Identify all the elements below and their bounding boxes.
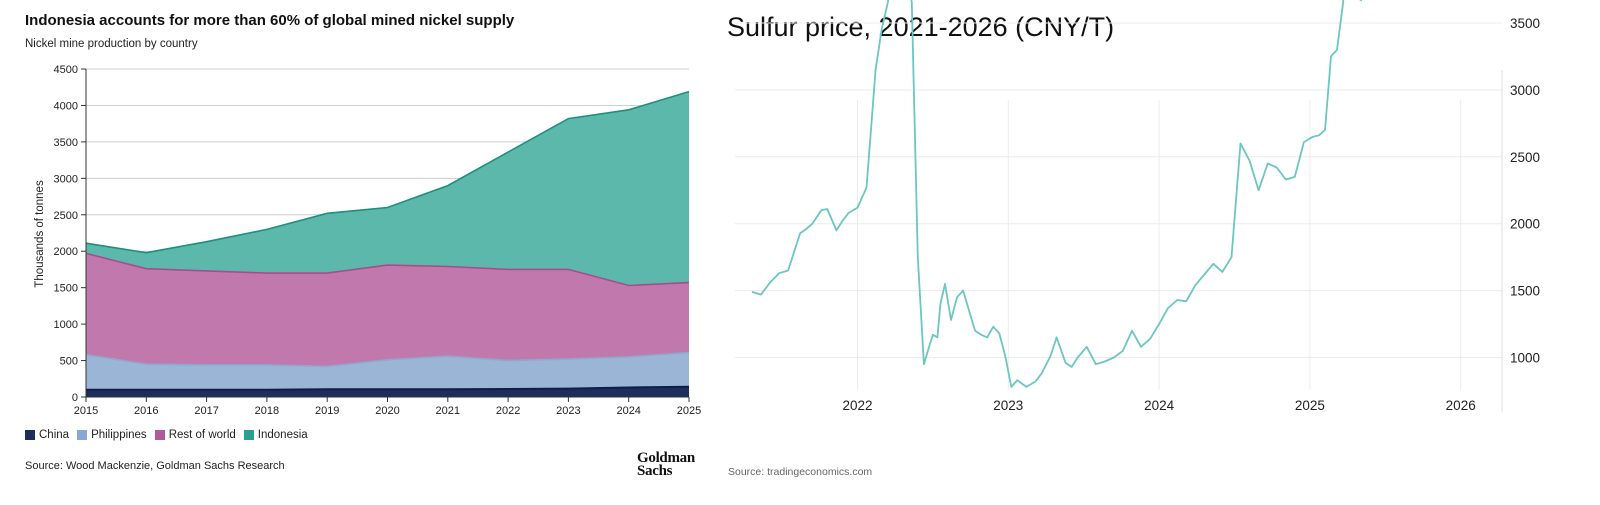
legend-label-china: China — [39, 429, 70, 441]
y-tick-label: 2000 — [1510, 217, 1540, 232]
legend-item-philippines: Philippines — [77, 429, 147, 441]
x-tick-label: 2023 — [556, 405, 580, 417]
line-rest-of-world — [85, 252, 690, 287]
nickel-area-chart: 0 500 1000 1500 2000 2500 3000 3500 4000 4500 2015… — [34, 64, 701, 417]
legend-swatch-china — [25, 430, 35, 440]
y-tick-label: 2500 — [54, 210, 78, 222]
legend-item-indonesia: Indonesia — [243, 429, 308, 441]
y-tick-label: 1500 — [54, 283, 78, 295]
line-indonesia — [85, 90, 690, 254]
y-tick-label: 4000 — [54, 100, 78, 112]
x-tick-label: 2022 — [842, 398, 872, 413]
right-chart-title: Sulfur price, 2021-2026 (CNY/T) — [727, 12, 1115, 42]
x-tick-label: 2020 — [375, 405, 399, 417]
area-philippines — [86, 352, 689, 390]
x-tick-label: 2015 — [74, 405, 98, 417]
left-chart-panel: Indonesia accounts for more than 60% of … — [0, 0, 720, 505]
y-tick-label: 2500 — [1510, 150, 1540, 165]
y-tick-label: 3500 — [54, 137, 78, 149]
logo-line-1: Goldman — [637, 450, 695, 466]
left-chart-title: Indonesia accounts for more than 60% of … — [25, 12, 515, 29]
line-china — [86, 385, 690, 391]
sulfur-price-line — [751, 0, 1363, 388]
x-tick-label: 2017 — [194, 405, 218, 417]
logo-line-2: Sachs — [637, 463, 673, 479]
y-tick-label: 3500 — [1510, 16, 1540, 31]
legend-item-rest-of-world: Rest of world — [154, 429, 236, 441]
right-chart-panel: Sulfur price, 2021-2026 (CNY/T) 1000 1500… — [720, 0, 1600, 505]
y-tick-label: 500 — [60, 356, 78, 368]
left-chart-source: Source: Wood Mackenzie, Goldman Sachs Re… — [25, 460, 285, 472]
right-chart-source: Source: tradingeconomics.com — [728, 466, 873, 478]
legend-swatch-rest-of-world — [154, 430, 165, 440]
y-tick-label: 1000 — [54, 319, 78, 331]
x-tick-label: 2023 — [993, 398, 1023, 413]
line-philippines — [85, 351, 690, 368]
x-tick-label: 2025 — [677, 405, 701, 417]
y-tick-label: 1500 — [1510, 284, 1540, 299]
left-chart-subtitle: Nickel mine production by country — [25, 38, 198, 50]
x-tick-label: 2018 — [255, 405, 279, 417]
goldman-sachs-logo: Goldman Sachs — [637, 450, 695, 479]
x-tick-label: 2019 — [315, 405, 339, 417]
x-tick-label: 2024 — [616, 405, 640, 417]
x-tick-label: 2025 — [1295, 398, 1325, 413]
legend-label-indonesia: Indonesia — [257, 429, 308, 441]
y-axis-title: Thousands of tonnes — [34, 180, 46, 288]
y-tick-label: 3000 — [1510, 83, 1540, 98]
y-tick-label: 4500 — [54, 64, 78, 76]
x-tick-label: 2026 — [1446, 398, 1476, 413]
y-tick-label: 2000 — [54, 246, 78, 258]
x-tick-label: 2024 — [1144, 398, 1175, 413]
legend-swatch-indonesia — [243, 430, 254, 440]
legend-swatch-philippines — [77, 430, 88, 440]
sulfur-line-chart: 1000150020002500300035004000500020222023… — [735, 0, 1540, 413]
y-tick-label: 3000 — [54, 173, 78, 185]
nickel-legend: China Philippines Rest of world Indonesi… — [25, 429, 316, 441]
area-rest-of-world — [86, 253, 689, 367]
legend-item-china: China — [25, 429, 69, 441]
legend-label-philippines: Philippines — [91, 429, 147, 441]
x-tick-label: 2022 — [496, 405, 520, 417]
area-indonesia — [86, 91, 689, 286]
y-tick-label: 1000 — [1510, 351, 1540, 366]
y-tick-label: 0 — [72, 392, 78, 404]
legend-label-rest-of-world: Rest of world — [168, 429, 236, 441]
x-tick-label: 2021 — [436, 405, 460, 417]
x-tick-label: 2016 — [134, 405, 158, 417]
